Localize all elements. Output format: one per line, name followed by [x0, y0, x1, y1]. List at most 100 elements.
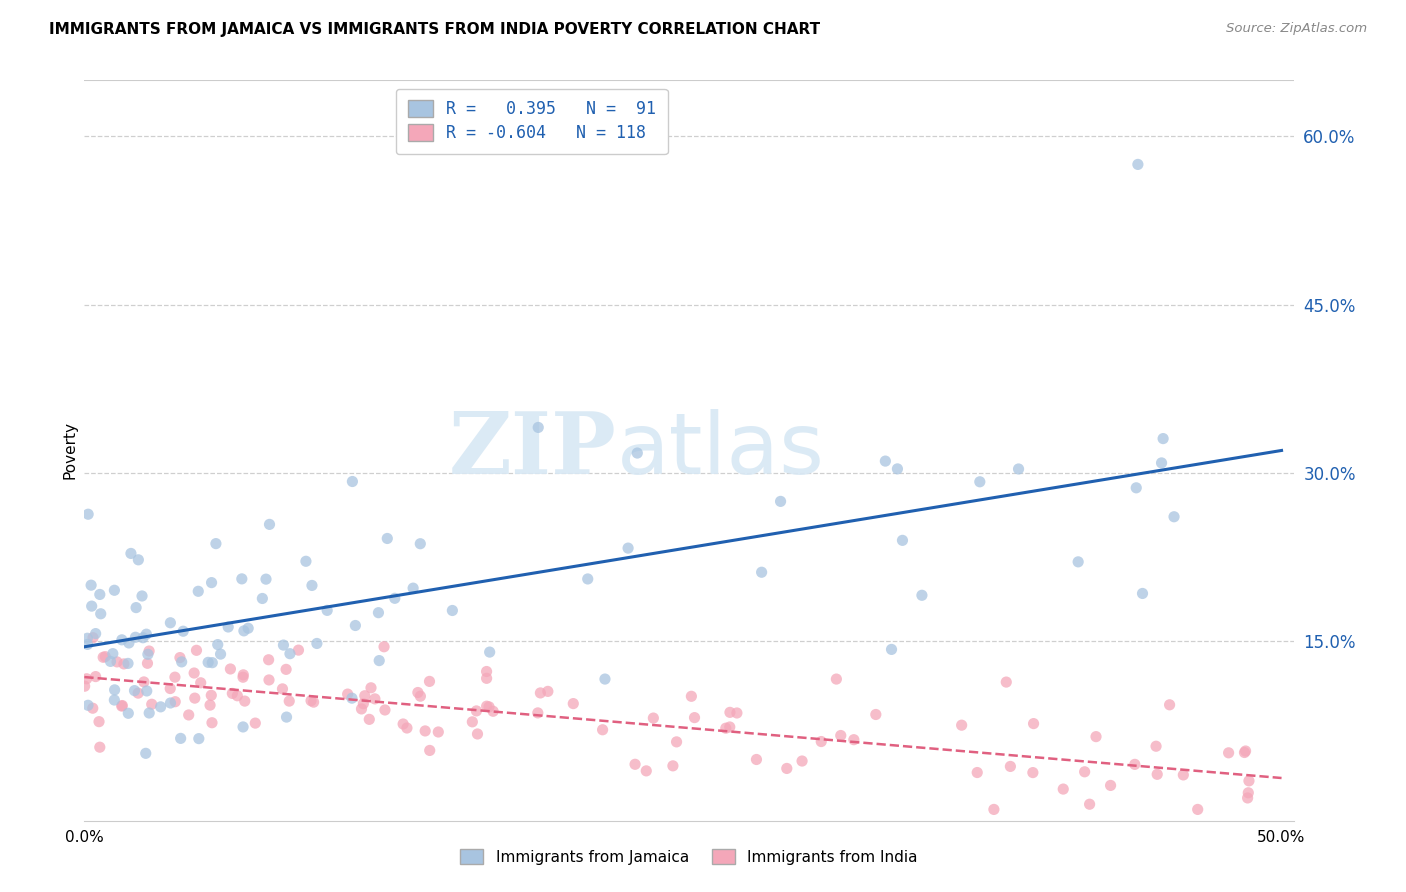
Point: [201, 656, 224, 670]
Point: [207, 638, 229, 652]
Point: [1073, 764, 1095, 779]
Point: [257, 653, 280, 667]
Point: [73, 679, 96, 693]
Point: [562, 697, 585, 711]
Point: [340, 691, 363, 706]
Point: [626, 446, 648, 460]
Point: [295, 554, 318, 568]
Text: IMMIGRANTS FROM JAMAICA VS IMMIGRANTS FROM INDIA POVERTY CORRELATION CHART: IMMIGRANTS FROM JAMAICA VS IMMIGRANTS FR…: [49, 22, 820, 37]
Point: [287, 643, 309, 657]
Point: [200, 688, 222, 702]
Point: [111, 699, 134, 714]
Point: [278, 647, 301, 661]
Point: [384, 591, 406, 606]
Point: [402, 581, 425, 595]
Point: [124, 630, 146, 644]
Point: [77, 698, 100, 713]
Point: [271, 681, 294, 696]
Point: [104, 682, 127, 697]
Point: [138, 644, 160, 658]
Point: [409, 689, 432, 703]
Point: [995, 675, 1018, 690]
Point: [790, 754, 813, 768]
Point: [1052, 782, 1074, 797]
Point: [465, 704, 488, 718]
Point: [983, 802, 1005, 816]
Point: [359, 712, 381, 726]
Point: [197, 656, 219, 670]
Point: [769, 494, 792, 508]
Point: [232, 670, 254, 684]
Point: [891, 533, 914, 548]
Point: [395, 721, 418, 735]
Point: [1234, 744, 1257, 758]
Text: Source: ZipAtlas.com: Source: ZipAtlas.com: [1226, 22, 1367, 36]
Point: [159, 696, 181, 710]
Point: [617, 541, 640, 555]
Point: [880, 642, 903, 657]
Point: [1187, 802, 1209, 816]
Point: [776, 761, 799, 775]
Point: [576, 572, 599, 586]
Point: [875, 454, 897, 468]
Point: [138, 706, 160, 720]
Point: [159, 681, 181, 696]
Point: [111, 698, 134, 713]
Point: [662, 759, 685, 773]
Text: atlas: atlas: [616, 409, 824, 492]
Point: [592, 723, 614, 737]
Point: [373, 640, 395, 654]
Point: [1173, 768, 1195, 782]
Point: [475, 665, 498, 679]
Point: [950, 718, 973, 732]
Point: [1146, 767, 1168, 781]
Point: [219, 662, 242, 676]
Point: [120, 546, 142, 560]
Point: [252, 591, 274, 606]
Point: [1163, 509, 1185, 524]
Point: [1237, 786, 1260, 800]
Point: [221, 686, 243, 700]
Point: [82, 631, 104, 645]
Point: [301, 578, 323, 592]
Point: [360, 681, 382, 695]
Point: [1078, 797, 1101, 812]
Point: [103, 693, 125, 707]
Point: [374, 703, 396, 717]
Point: [80, 599, 103, 614]
Point: [135, 684, 157, 698]
Point: [406, 685, 429, 699]
Point: [718, 706, 741, 720]
Point: [205, 536, 228, 550]
Legend: Immigrants from Jamaica, Immigrants from India: Immigrants from Jamaica, Immigrants from…: [453, 841, 925, 872]
Point: [336, 687, 359, 701]
Point: [830, 729, 852, 743]
Point: [165, 695, 187, 709]
Point: [1132, 586, 1154, 600]
Point: [825, 672, 848, 686]
Point: [117, 657, 139, 671]
Point: [1144, 739, 1167, 754]
Point: [1233, 746, 1256, 760]
Point: [273, 638, 295, 652]
Point: [352, 697, 374, 711]
Point: [238, 621, 260, 635]
Point: [124, 683, 146, 698]
Point: [966, 765, 988, 780]
Point: [419, 743, 441, 757]
Point: [131, 589, 153, 603]
Point: [245, 716, 267, 731]
Point: [413, 723, 436, 738]
Point: [91, 650, 114, 665]
Point: [714, 721, 737, 735]
Point: [232, 720, 254, 734]
Point: [527, 706, 550, 720]
Point: [353, 689, 375, 703]
Point: [643, 711, 665, 725]
Point: [418, 674, 440, 689]
Point: [725, 706, 748, 720]
Point: [198, 698, 221, 713]
Point: [681, 690, 703, 704]
Point: [217, 620, 239, 634]
Point: [364, 691, 387, 706]
